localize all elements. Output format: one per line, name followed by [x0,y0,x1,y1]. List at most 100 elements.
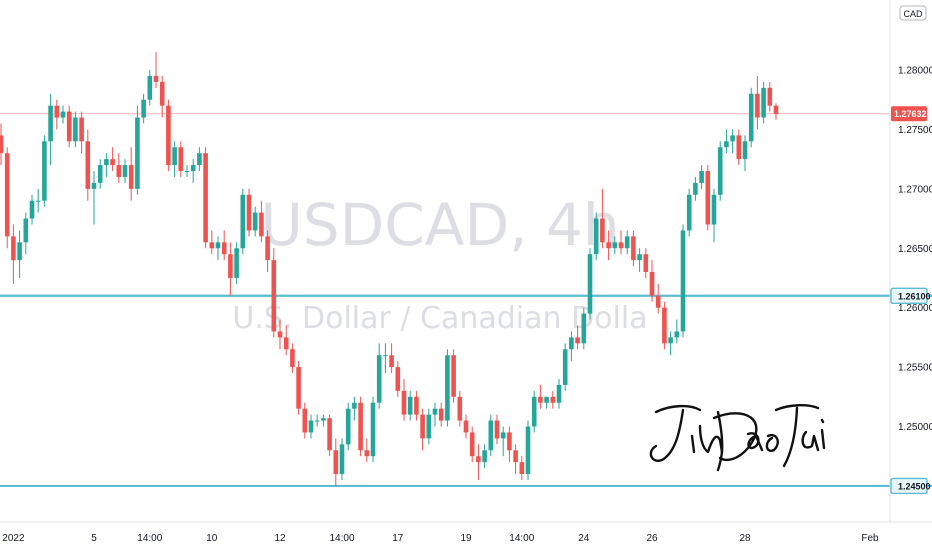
candle[interactable] [389,343,394,374]
candle[interactable] [556,378,562,409]
candle[interactable] [476,444,481,480]
candle[interactable] [184,165,190,177]
candle[interactable] [674,319,680,344]
candle[interactable] [761,81,766,124]
candle[interactable] [265,230,270,273]
candle[interactable] [724,129,729,154]
candle[interactable] [364,438,370,463]
candle[interactable] [680,224,686,338]
candle[interactable] [500,426,506,457]
candle[interactable] [494,414,500,445]
candle[interactable] [562,343,568,391]
candle[interactable] [383,343,388,374]
candle[interactable] [414,390,419,421]
candle[interactable] [550,390,556,409]
candle[interactable] [17,230,22,278]
candle[interactable] [575,325,580,350]
candle[interactable] [693,176,698,201]
candle[interactable] [85,129,91,201]
currency-badge[interactable]: CAD [899,5,927,21]
candle[interactable] [513,444,518,475]
candle[interactable] [11,224,16,284]
candle[interactable] [581,307,587,350]
candle[interactable] [631,230,636,267]
candle[interactable] [252,206,258,237]
candle[interactable] [407,390,413,421]
candle[interactable] [296,361,301,415]
candle[interactable] [538,384,543,409]
candle[interactable] [742,135,748,172]
candle[interactable] [215,236,221,261]
candle[interactable] [767,81,773,112]
candle[interactable] [97,159,103,189]
candle[interactable] [544,396,549,409]
candle[interactable] [531,390,537,433]
candle[interactable] [60,105,66,124]
candle[interactable] [593,212,599,261]
candle[interactable] [705,165,711,231]
candle[interactable] [587,248,593,320]
candle[interactable] [104,153,109,177]
candle[interactable] [0,123,4,166]
time-axis[interactable]: 2022 5 14:00 10 12 14:00 17 19 14:00 24 26 28 Feb [0,521,932,544]
candle[interactable] [711,188,717,243]
candle[interactable] [438,402,444,427]
candle[interactable] [197,147,202,172]
candle[interactable] [234,242,239,284]
candle[interactable] [445,349,450,427]
candle[interactable] [271,248,277,338]
candle[interactable] [141,93,146,124]
candle[interactable] [637,248,642,273]
candle[interactable] [327,414,332,457]
candle[interactable] [488,414,494,457]
candle[interactable] [153,52,159,88]
candle[interactable] [643,248,649,278]
candle[interactable] [190,159,196,183]
candle[interactable] [736,129,742,166]
candle[interactable] [147,70,153,106]
candlestick-series[interactable] [0,52,779,486]
candle[interactable] [159,75,165,118]
candle[interactable] [649,260,655,302]
price-axis[interactable]: 1.28000 1.27500 1.27000 1.26500 1.26000 1.255… [889,0,932,522]
candle[interactable] [54,99,60,130]
candle[interactable] [569,331,574,362]
candle[interactable] [35,188,41,213]
candle[interactable] [668,331,673,356]
candle[interactable] [66,105,72,148]
candle[interactable] [345,402,351,451]
candle[interactable] [376,343,382,409]
candle[interactable] [73,111,78,148]
candle[interactable] [79,111,84,154]
candle[interactable] [91,171,97,225]
candle[interactable] [314,414,320,427]
candle[interactable] [246,188,252,237]
candle[interactable] [23,212,29,255]
candle[interactable] [612,236,618,255]
candle[interactable] [395,361,401,397]
candle[interactable] [457,390,463,427]
candle[interactable] [358,396,363,457]
candle[interactable] [277,319,283,350]
candle[interactable] [110,147,115,172]
candle[interactable] [4,147,10,249]
candle[interactable] [469,426,475,463]
candle[interactable] [755,75,760,130]
candle[interactable] [420,408,425,451]
candle[interactable] [618,230,624,255]
candle[interactable] [308,414,314,439]
candle[interactable] [209,230,215,255]
candle[interactable] [519,456,525,480]
candle[interactable] [283,325,289,356]
candle[interactable] [166,99,171,172]
candle[interactable] [42,135,47,207]
candle[interactable] [203,147,208,249]
candle[interactable] [686,188,692,237]
candle[interactable] [463,414,469,439]
candle[interactable] [221,230,227,261]
candle[interactable] [128,147,134,201]
candle[interactable] [116,153,122,183]
candle[interactable] [451,349,456,403]
candle[interactable] [290,343,295,374]
